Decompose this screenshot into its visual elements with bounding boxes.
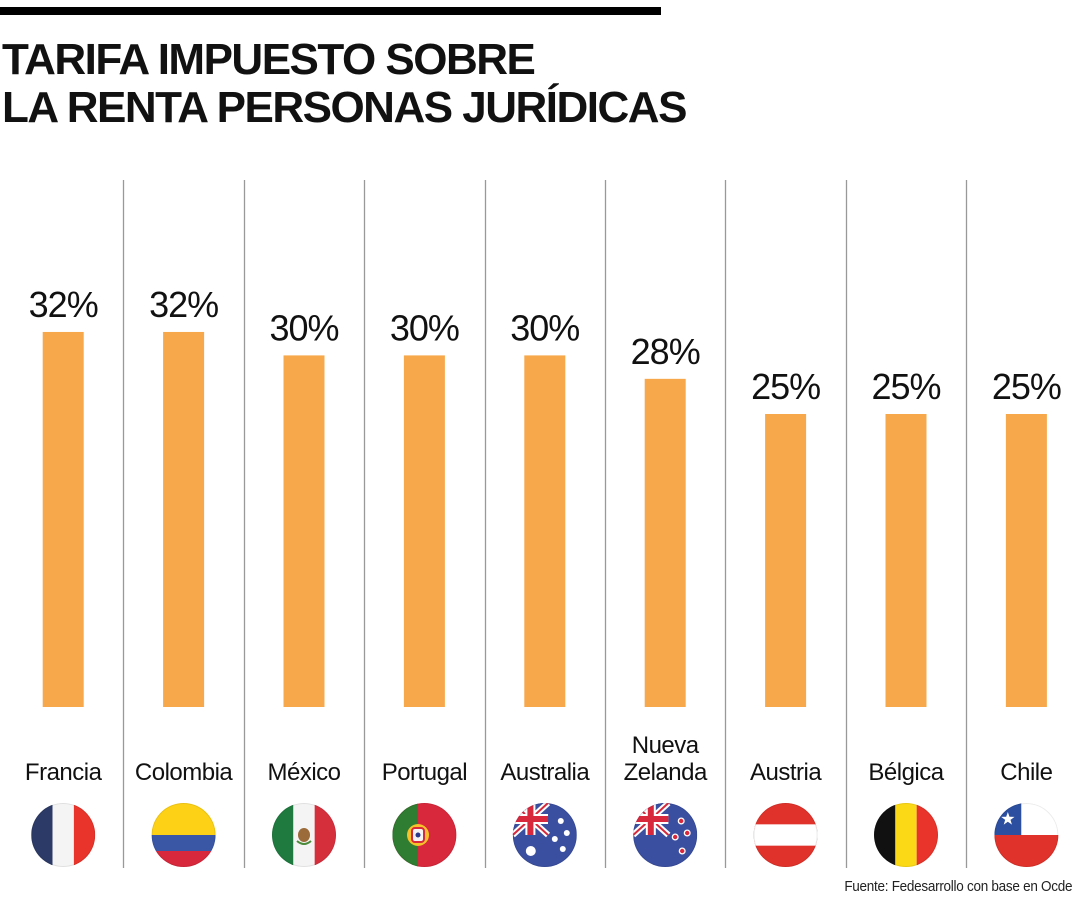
bar-portugal: [403, 355, 445, 707]
chile-flag-icon: [994, 803, 1059, 867]
chart-title-line-1: TARIFA IMPUESTO SOBRE: [2, 35, 536, 84]
chart-title-line-2: LA RENTA PERSONAS JURÍDICAS: [2, 83, 687, 132]
category-label: Chile: [1000, 759, 1052, 786]
bar-nueva-zelanda: [644, 378, 686, 707]
bar-colombia: [163, 331, 205, 707]
category-label: Colombia: [135, 759, 234, 786]
france-flag-icon: [31, 803, 96, 867]
bar-francia: [42, 331, 84, 707]
bar-chart: 32% Francia 32% Colombia 30% México 30% Portuga…: [25, 180, 1062, 868]
portugal-flag-icon: [392, 803, 457, 867]
category-label: Francia: [25, 759, 103, 786]
value-label: 30%: [390, 307, 459, 348]
value-label: 25%: [992, 366, 1061, 407]
value-label: 28%: [631, 331, 700, 372]
top-rule: [0, 7, 661, 15]
new-zealand-flag-icon: [633, 803, 698, 867]
bar-méxico: [283, 355, 325, 707]
category-label: Bélgica: [868, 759, 944, 786]
australia-flag-icon: [512, 803, 577, 867]
value-label: 32%: [149, 284, 218, 325]
colombia-flag-icon: [151, 803, 216, 867]
mexico-flag-icon: [272, 803, 336, 867]
category-label: Austria: [750, 759, 822, 786]
value-label: 25%: [871, 366, 940, 407]
belgium-flag-icon: [874, 803, 938, 867]
bar-bélgica: [885, 414, 927, 707]
source-note: Fuente: Fedesarrollo con base en Ocde: [844, 878, 1072, 895]
bar-chile: [1005, 414, 1047, 707]
category-label: México: [267, 759, 340, 786]
category-label: Portugal: [382, 759, 467, 786]
category-label: Australia: [500, 759, 590, 786]
chart-title: TARIFA IMPUESTO SOBRE LA RENTA PERSONAS …: [2, 35, 687, 132]
category-label: Nueva Zelanda: [624, 732, 708, 786]
value-label: 32%: [29, 284, 98, 325]
value-label: 25%: [751, 366, 820, 407]
bar-austria: [765, 414, 807, 707]
value-label: 30%: [510, 307, 579, 348]
value-label: 30%: [269, 307, 338, 348]
bar-australia: [524, 355, 566, 707]
austria-flag-icon: [753, 803, 818, 867]
